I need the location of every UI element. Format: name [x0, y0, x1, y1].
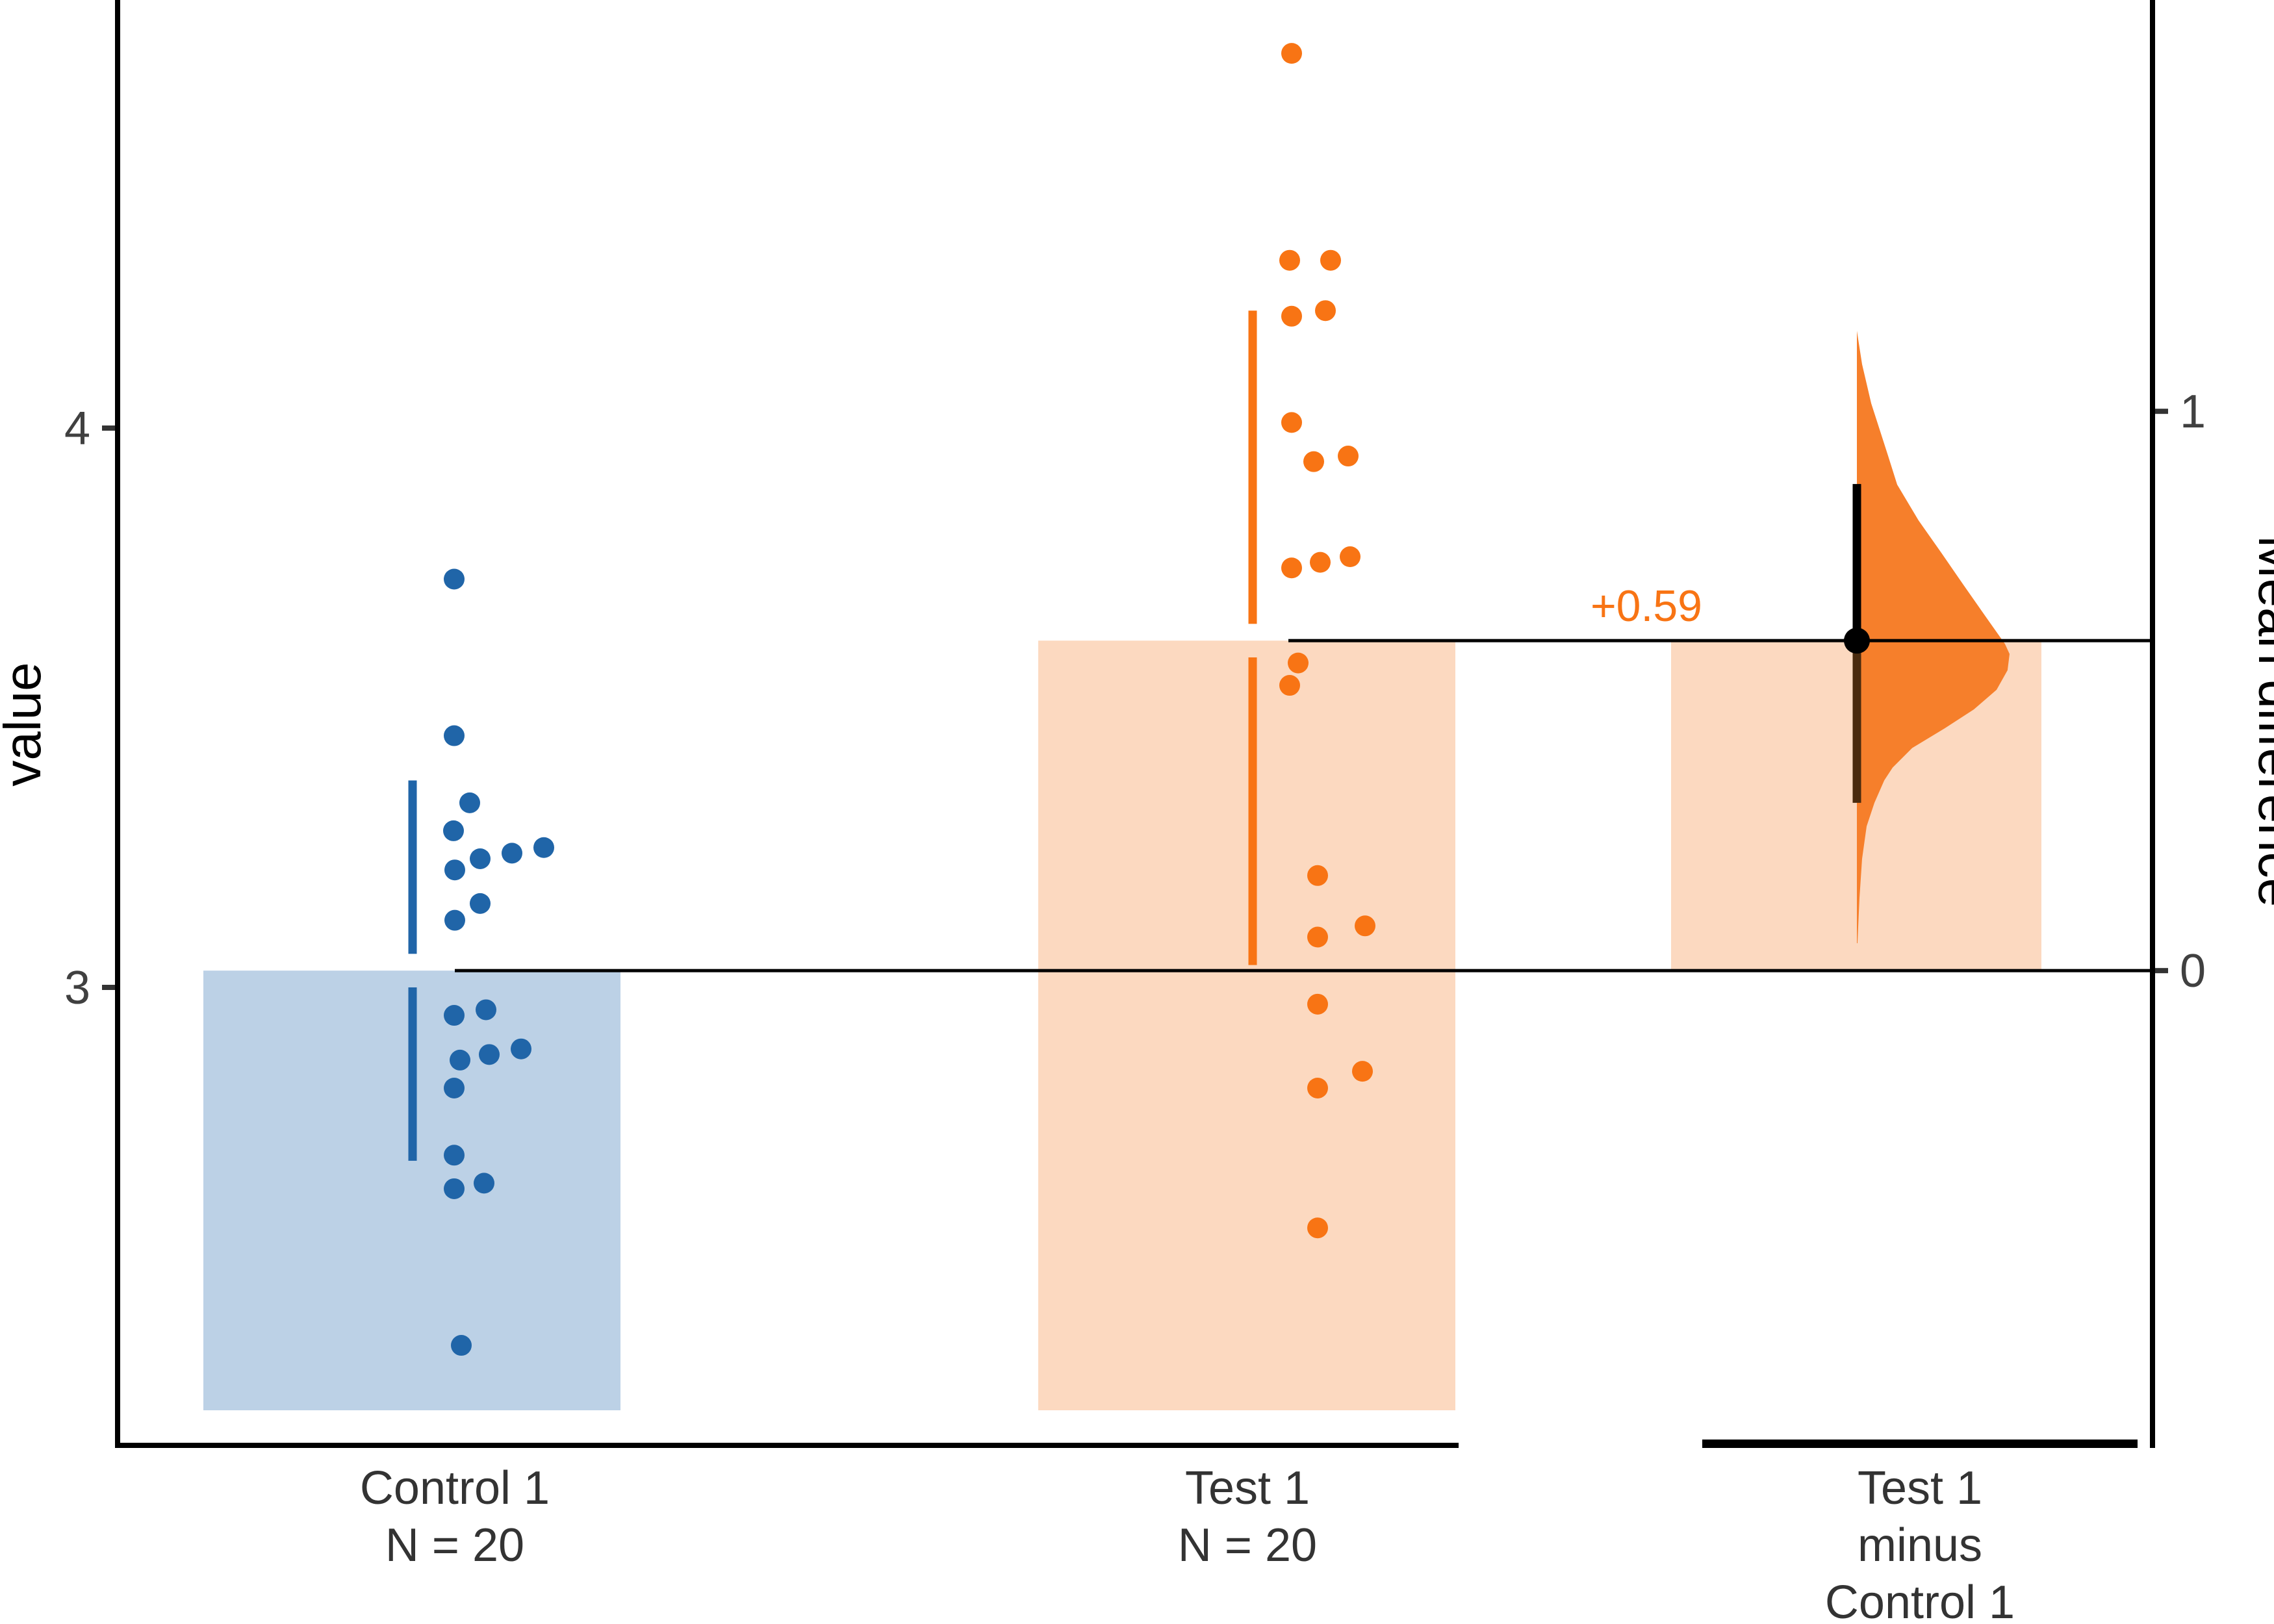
data-point-control1 — [444, 909, 465, 931]
ci-upper-whisker — [1852, 484, 1861, 641]
left-axis-tick — [102, 425, 115, 431]
left-axis-tick-label: 4 — [64, 403, 90, 455]
data-point-test1 — [1307, 865, 1328, 886]
data-point-test1 — [1315, 300, 1336, 322]
left-axis-title: value — [0, 662, 51, 786]
data-point-test1 — [1281, 305, 1302, 327]
data-point-test1 — [1310, 552, 1331, 573]
data-point-test1 — [1281, 412, 1302, 433]
x-label-control1-line2: N = 20 — [385, 1519, 524, 1571]
data-point-test1 — [1338, 446, 1359, 467]
right-axis-tick-label: 1 — [2180, 386, 2206, 438]
effect-size-reference-line — [1288, 639, 2153, 642]
effect-size-annotation: +0.59 — [1591, 581, 1702, 631]
data-point-control1 — [451, 1335, 472, 1356]
sd-gapped-line-lower-control1 — [408, 987, 417, 1161]
data-point-test1 — [1303, 451, 1324, 472]
data-point-control1 — [444, 725, 465, 746]
data-point-control1 — [444, 1005, 465, 1026]
data-point-control1 — [443, 820, 464, 841]
data-point-control1 — [444, 1077, 465, 1098]
right-axis-title: Mean difference — [2248, 535, 2274, 907]
data-point-control1 — [444, 859, 465, 881]
mean-difference-dot — [1844, 628, 1870, 654]
ci-lower-whisker — [1852, 641, 1861, 803]
x-label-difference-line3: Control 1 — [1825, 1577, 2015, 1624]
sd-gapped-line-upper-control1 — [408, 780, 417, 954]
right-axis-spine — [2150, 0, 2155, 1448]
data-point-test1 — [1307, 1217, 1328, 1239]
data-point-control1 — [444, 1145, 465, 1166]
left-axis-tick-label: 3 — [64, 962, 90, 1014]
sd-gapped-line-upper-test1 — [1248, 311, 1257, 624]
right-axis-tick — [2155, 968, 2168, 974]
data-point-control1 — [511, 1038, 531, 1059]
data-point-control1 — [444, 1178, 465, 1199]
left-axis-spine — [115, 0, 120, 1448]
x-label-control1-line1: Control 1 — [360, 1462, 550, 1514]
bottom-axis-difference — [1702, 1440, 2138, 1448]
left-axis-tick — [102, 985, 115, 990]
data-point-control1 — [479, 1044, 500, 1065]
data-point-test1 — [1307, 926, 1328, 948]
data-point-control1 — [533, 837, 554, 858]
data-point-control1 — [502, 843, 522, 864]
x-label-test1-line2: N = 20 — [1178, 1519, 1317, 1571]
right-axis-tick — [2155, 409, 2168, 414]
x-label-difference-line2: minus — [1858, 1519, 1982, 1571]
data-point-test1 — [1355, 915, 1375, 937]
data-point-test1 — [1320, 249, 1341, 271]
bottom-axis-main — [115, 1443, 1459, 1448]
data-point-test1 — [1340, 546, 1361, 568]
data-point-test1 — [1279, 675, 1300, 696]
sd-gapped-line-lower-test1 — [1248, 657, 1257, 965]
data-point-control1 — [450, 1049, 470, 1071]
x-label-test1-line1: Test 1 — [1185, 1462, 1310, 1514]
data-point-test1 — [1281, 557, 1302, 579]
data-point-test1 — [1279, 249, 1300, 271]
zero-reference-line — [455, 969, 2153, 972]
mean-bar-test1 — [1038, 641, 1455, 1411]
bootstrap-violin — [1857, 331, 2010, 943]
data-point-control1 — [470, 893, 491, 914]
data-point-test1 — [1352, 1061, 1373, 1082]
data-point-control1 — [470, 848, 491, 869]
data-point-control1 — [474, 1173, 494, 1194]
data-point-test1 — [1307, 1077, 1328, 1098]
right-axis-tick-label: 0 — [2180, 945, 2206, 997]
data-point-test1 — [1307, 993, 1328, 1015]
data-point-control1 — [476, 999, 496, 1021]
data-point-control1 — [444, 568, 465, 590]
data-point-test1 — [1281, 43, 1302, 64]
x-label-difference-line1: Test 1 — [1858, 1462, 1982, 1514]
data-point-control1 — [459, 792, 480, 813]
data-point-test1 — [1288, 652, 1309, 674]
